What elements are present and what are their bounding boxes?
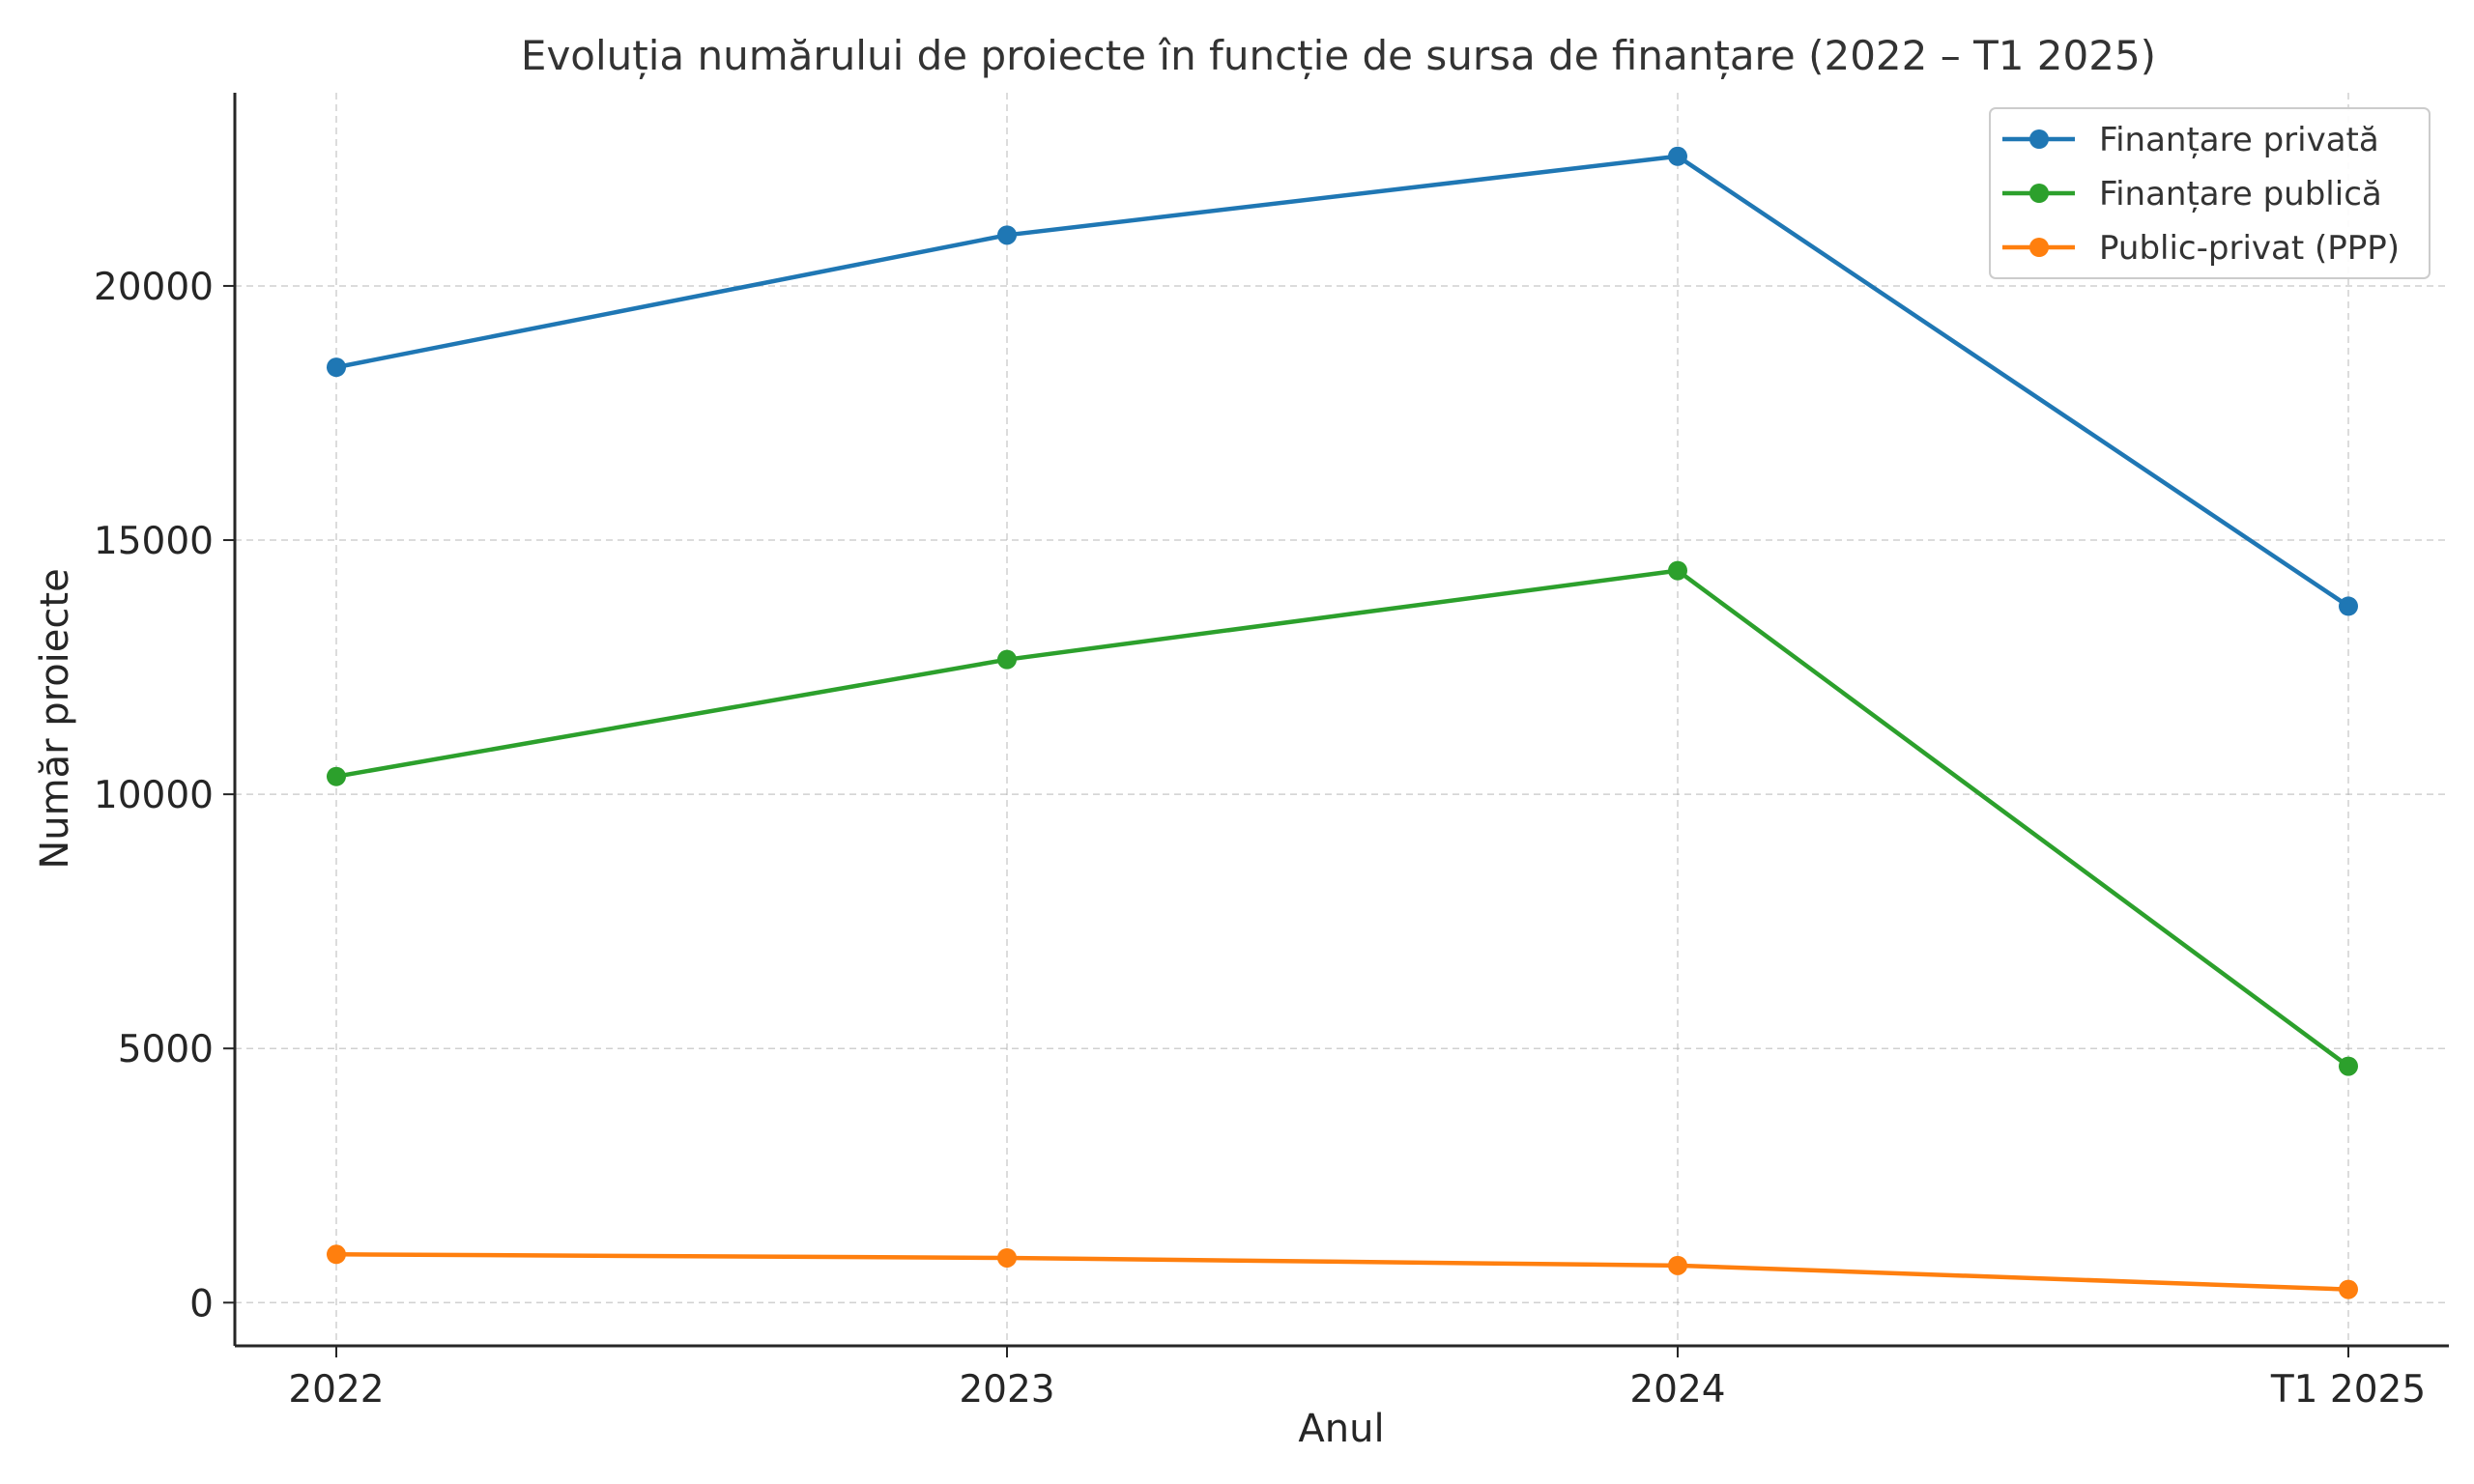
- series-line: [333, 154, 2351, 609]
- series-lines: [327, 146, 2358, 1299]
- y-tick-label: 10000: [94, 774, 214, 817]
- data-point: [327, 1244, 346, 1265]
- axis-ticks: 0 5000 10000 15000 20000 2022 2023 2024 T1 2025: [94, 266, 2426, 1412]
- data-point: [997, 649, 1017, 670]
- data-point: [2339, 596, 2358, 616]
- series-line: [333, 568, 2351, 1069]
- y-axis-label: Număr proiecte: [33, 568, 77, 869]
- x-axis-label: Anul: [1298, 1407, 1384, 1451]
- y-tick-label: 20000: [94, 266, 214, 309]
- x-tick-label: T1 2025: [2270, 1368, 2426, 1412]
- gridlines: [235, 93, 2449, 1346]
- data-point: [327, 766, 346, 786]
- axes: [233, 93, 2449, 1348]
- legend-marker: [2029, 184, 2049, 203]
- x-tick-label: 2022: [288, 1368, 384, 1412]
- data-point: [997, 225, 1017, 245]
- y-tick-label: 5000: [118, 1028, 214, 1071]
- data-point: [997, 1247, 1017, 1268]
- legend-marker: [2029, 238, 2049, 257]
- data-point: [327, 357, 346, 378]
- x-tick-label: 2023: [959, 1368, 1054, 1412]
- data-point: [1668, 1255, 1687, 1275]
- legend-label: Finanțare publică: [2099, 175, 2382, 214]
- legend-label: Finanțare privată: [2099, 121, 2379, 159]
- legend: Finanțare privată Finanțare publică Public…: [1989, 107, 2431, 279]
- legend-frame: [1989, 107, 2431, 279]
- data-point: [1668, 560, 1687, 581]
- x-tick-label: 2024: [1629, 1368, 1725, 1412]
- data-point: [1668, 146, 1687, 166]
- y-tick-label: 15000: [94, 520, 214, 563]
- y-tick-label: 0: [189, 1282, 214, 1326]
- chart-title: Evoluția numărului de proiecte în funcți…: [521, 32, 2156, 79]
- data-point: [2339, 1279, 2358, 1299]
- series-line: [333, 1252, 2351, 1292]
- legend-label: Public-privat (PPP): [2099, 229, 2400, 268]
- data-point: [2339, 1056, 2358, 1076]
- legend-marker: [2029, 129, 2049, 149]
